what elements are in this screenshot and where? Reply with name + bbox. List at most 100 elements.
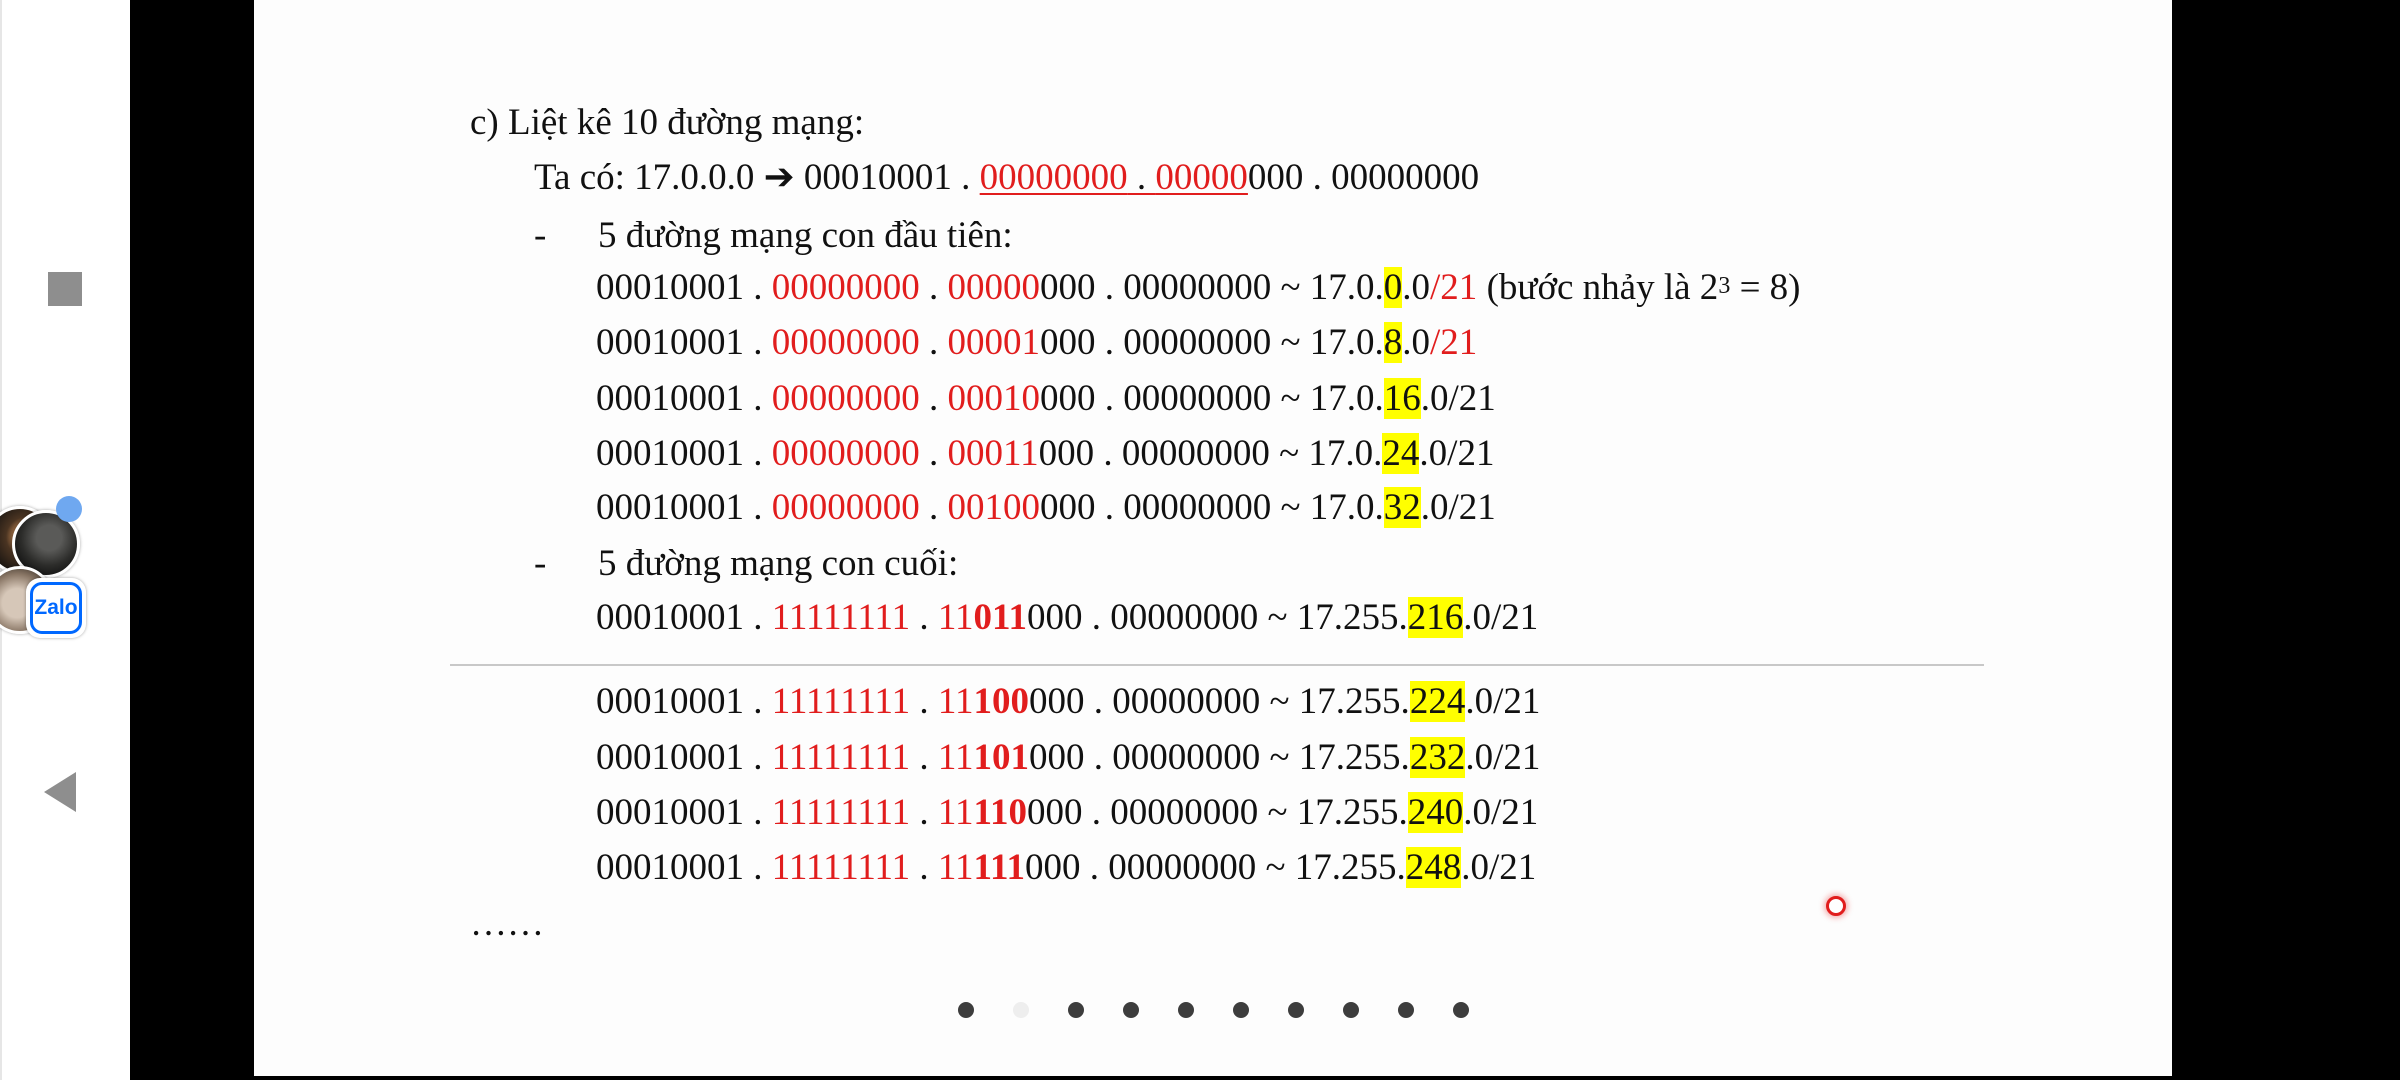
subnet-row: 00010001 . 00000000 . 00100000 . 0000000… (596, 486, 1496, 530)
page-dot[interactable] (1233, 1002, 1249, 1018)
text-segment: .0/21 (1463, 597, 1539, 638)
page-dot[interactable] (1343, 1002, 1359, 1018)
page-dot[interactable] (1123, 1002, 1139, 1018)
subnet-row: 00010001 . 11111111 . 11110000 . 0000000… (596, 791, 1538, 835)
text-segment: . (919, 322, 948, 363)
text-segment: 11 (937, 681, 974, 722)
subnet-row: 00010001 . 00000000 . 00011000 . 0000000… (596, 432, 1494, 476)
text-segment: . (910, 681, 938, 722)
text-segment: 11 (937, 597, 974, 638)
text-segment: .0 (1402, 267, 1431, 308)
text-segment: 111 (973, 847, 1025, 888)
text-segment: 00000 (1155, 157, 1248, 198)
text-segment: . (1127, 157, 1156, 198)
slide-divider (450, 664, 1984, 666)
text-segment: 000 . 00000000 ~ 17.0. (1040, 267, 1384, 308)
bullet-dash: - (534, 215, 547, 256)
subnet-row: 00010001 . 00000000 . 00010000 . 0000000… (596, 377, 1496, 421)
text-segment: 00010001 . (596, 322, 772, 363)
text-segment: 11 (937, 737, 974, 778)
text-segment: . (919, 267, 948, 308)
page-dot[interactable] (958, 1002, 974, 1018)
presentation-slide: c) Liệt kê 10 đường mạng: Ta có: 17.0.0.… (254, 0, 2172, 1076)
notification-dot (56, 496, 82, 522)
intro-line: Ta có: 17.0.0.0 ➔ 00010001 . 00000000 . … (534, 156, 1479, 200)
back-button[interactable] (44, 772, 76, 812)
page-dot[interactable] (1453, 1002, 1469, 1018)
text-segment: 00011 (947, 433, 1039, 474)
text-segment: 11111111 (771, 597, 911, 638)
text-segment: .0/21 (1420, 487, 1496, 528)
text-segment: (bước nhảy là 2 (1477, 267, 1719, 308)
subnet-row: 00010001 . 00000000 . 00001000 . 0000000… (596, 321, 1477, 365)
text-segment: 000 . 00000000 ~ 17.255. (1024, 847, 1406, 888)
text-segment: .0 (1402, 322, 1431, 363)
text-segment: 00010 (947, 378, 1041, 419)
text-segment: 00100 (947, 487, 1041, 528)
text-segment: 00010001 . (596, 597, 772, 638)
text-segment: 00000000 (771, 267, 920, 308)
text-segment: 00001 (947, 322, 1041, 363)
text-segment: .0/21 (1419, 433, 1495, 474)
text-segment: . (910, 847, 938, 888)
section-title: 5 đường mạng con cuối: (598, 543, 959, 584)
text-segment: 000 . 00000000 ~ 17.255. (1029, 737, 1410, 778)
letterbox-bottom (130, 1076, 2400, 1080)
text-segment: 240 (1407, 792, 1464, 833)
slide-heading: c) Liệt kê 10 đường mạng: (470, 102, 865, 143)
text-segment: 00010001 . (596, 792, 772, 833)
text-segment: 32 (1383, 487, 1421, 528)
recent-apps-button[interactable] (48, 272, 82, 306)
floating-chat-bubble[interactable]: Zalo (0, 496, 104, 650)
text-segment: 000 . 00000000 (1247, 157, 1480, 198)
text-segment: /21 (1430, 322, 1478, 363)
text-segment: 000 . 00000000 ~ 17.0. (1040, 378, 1384, 419)
page-dot[interactable] (1178, 1002, 1194, 1018)
page-dot[interactable] (1013, 1002, 1029, 1018)
text-segment: 100 (973, 681, 1030, 722)
text-segment: 000 . 00000000 ~ 17.255. (1027, 597, 1408, 638)
text-segment: 11111111 (771, 681, 911, 722)
text-segment: .0/21 (1461, 847, 1537, 888)
text-segment: 000 . 00000000 ~ 17.0. (1040, 322, 1384, 363)
text-segment: 24 (1382, 433, 1420, 474)
text-segment: 3 (1718, 273, 1731, 299)
text-segment: .0/21 (1463, 792, 1539, 833)
text-segment: 00000000 (979, 157, 1128, 198)
text-segment: .0/21 (1420, 378, 1496, 419)
ellipsis: …… (470, 903, 544, 944)
text-segment: 00010001 . (596, 737, 772, 778)
text-segment: 8 (1383, 322, 1403, 363)
arrow-icon: ➔ (763, 157, 795, 198)
zalo-app-icon[interactable]: Zalo (26, 578, 86, 638)
text-segment: . (910, 597, 938, 638)
text-segment: .0/21 (1465, 681, 1541, 722)
text-segment: 000 . 00000000 ~ 17.0. (1040, 487, 1384, 528)
text-segment: 110 (973, 792, 1027, 833)
text-segment: 00000000 (771, 322, 920, 363)
subnet-row: 00010001 . 11111111 . 11111000 . 0000000… (596, 846, 1536, 890)
bullet-dash: - (534, 543, 547, 584)
text-segment: 00000000 (771, 433, 920, 474)
laser-pointer-icon (1826, 896, 1846, 916)
text-segment: 216 (1407, 597, 1464, 638)
text-segment: 00010001 . (596, 681, 772, 722)
text-segment: 16 (1383, 378, 1421, 419)
text-segment: 00010001 . (596, 378, 772, 419)
text-segment: Ta có: 17.0.0.0 (534, 157, 764, 198)
text-segment: 00000000 (771, 378, 920, 419)
text-segment: .0/21 (1465, 737, 1541, 778)
page-dot[interactable] (1398, 1002, 1414, 1018)
text-segment: 11 (937, 792, 974, 833)
text-segment: 11111111 (771, 792, 911, 833)
bullet-first-subnets: - 5 đường mạng con đầu tiên: (534, 214, 1013, 258)
text-segment: . (910, 737, 938, 778)
text-segment: 00010001 . (596, 267, 772, 308)
text-segment: 011 (973, 597, 1027, 638)
text-segment: = 8) (1730, 267, 1801, 308)
text-segment: 224 (1409, 681, 1466, 722)
page-dot[interactable] (1288, 1002, 1304, 1018)
text-segment: 00010001 . (596, 847, 772, 888)
page-dot[interactable] (1068, 1002, 1084, 1018)
text-segment: . (919, 378, 948, 419)
